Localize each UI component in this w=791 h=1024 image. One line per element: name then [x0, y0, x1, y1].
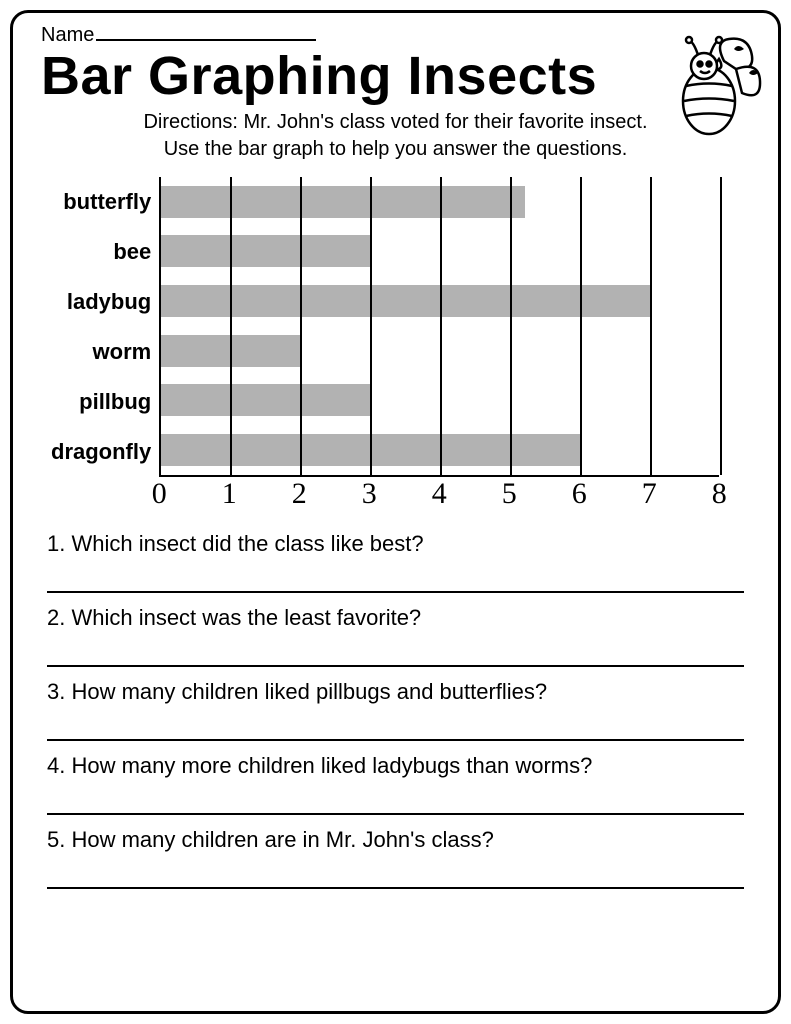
x-axis-labels: 012345678 — [159, 477, 719, 517]
x-tick-8: 8 — [712, 477, 727, 511]
gridline-1 — [230, 177, 232, 475]
x-tick-7: 7 — [642, 477, 657, 511]
name-label: Name — [41, 24, 94, 47]
answer-line-3[interactable] — [47, 711, 744, 741]
answer-line-1[interactable] — [47, 563, 744, 593]
x-tick-3: 3 — [362, 477, 377, 511]
chart-plot-area — [159, 177, 719, 477]
y-label-ladybug: ladybug — [67, 277, 151, 327]
bar-chart: butterflybeeladybugwormpillbugdragonfly … — [51, 177, 750, 517]
directions-text: Directions: Mr. John's class voted for t… — [116, 109, 676, 163]
bee-icon — [664, 31, 764, 151]
x-tick-0: 0 — [152, 477, 167, 511]
answer-line-2[interactable] — [47, 637, 744, 667]
answer-line-5[interactable] — [47, 859, 744, 889]
question-1: 1. Which insect did the class like best? — [47, 531, 744, 557]
gridline-2 — [300, 177, 302, 475]
question-4: 4. How many more children liked ladybugs… — [47, 753, 744, 779]
page-title: Bar Graphing Insects — [41, 49, 750, 103]
worksheet-frame: Name Bar Graphing Insects Directions: Mr… — [10, 10, 781, 1014]
x-tick-4: 4 — [432, 477, 447, 511]
question-2: 2. Which insect was the least favorite? — [47, 605, 744, 631]
name-input-line[interactable] — [96, 23, 316, 41]
answer-line-4[interactable] — [47, 785, 744, 815]
y-label-pillbug: pillbug — [79, 377, 151, 427]
y-label-butterfly: butterfly — [63, 177, 151, 227]
gridline-8 — [720, 177, 722, 475]
gridline-4 — [440, 177, 442, 475]
bar-butterfly — [161, 186, 525, 218]
question-3: 3. How many children liked pillbugs and … — [47, 679, 744, 705]
y-label-bee: bee — [113, 227, 151, 277]
question-5: 5. How many children are in Mr. John's c… — [47, 827, 744, 853]
gridline-6 — [580, 177, 582, 475]
x-tick-2: 2 — [292, 477, 307, 511]
bar-ladybug — [161, 285, 651, 317]
y-label-dragonfly: dragonfly — [51, 427, 151, 477]
name-row: Name — [41, 23, 750, 47]
questions-section: 1. Which insect did the class like best?… — [41, 531, 750, 889]
gridline-7 — [650, 177, 652, 475]
y-axis-labels: butterflybeeladybugwormpillbugdragonfly — [51, 177, 159, 477]
bar-pillbug — [161, 384, 371, 416]
y-label-worm: worm — [93, 327, 152, 377]
directions-line-2: Use the bar graph to help you answer the… — [116, 136, 676, 163]
directions-line-1: Directions: Mr. John's class voted for t… — [116, 109, 676, 136]
gridline-3 — [370, 177, 372, 475]
x-tick-5: 5 — [502, 477, 517, 511]
x-tick-1: 1 — [222, 477, 237, 511]
gridline-5 — [510, 177, 512, 475]
bar-bee — [161, 235, 371, 267]
x-tick-6: 6 — [572, 477, 587, 511]
